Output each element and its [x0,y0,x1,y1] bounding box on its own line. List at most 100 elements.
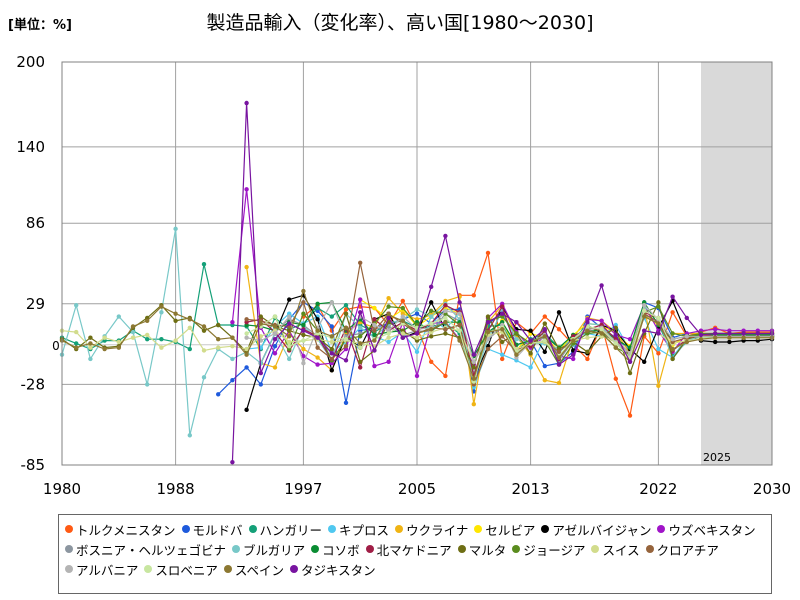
data-point [343,325,349,331]
legend-label: セルビア [485,522,536,538]
data-point [698,336,704,342]
data-point [230,319,235,325]
legend-marker [512,545,521,553]
data-point [230,459,235,465]
data-point [599,318,604,323]
data-point [88,335,93,340]
data-point [358,260,363,265]
data-point [258,314,263,319]
data-point [287,334,292,339]
data-point [670,331,675,336]
data-point [201,324,207,329]
data-point [670,310,675,315]
data-point [556,327,562,332]
data-point [443,303,448,308]
data-point [727,335,732,340]
legend-label: キプロス [339,522,390,538]
forecast-label: 2025 [703,451,731,464]
data-point [272,324,278,329]
legend-item: ウクライナ [395,519,468,539]
data-point [400,335,405,340]
data-point [301,338,306,343]
data-point [358,297,363,302]
data-point [585,356,590,362]
data-point [386,359,391,364]
legend-item: 北マケドニア [365,539,452,559]
data-point [429,314,434,319]
data-point [358,359,363,364]
legend-item: トルクメニスタン [65,519,176,539]
data-point [642,308,647,314]
x-tick-label: 2013 [512,480,550,498]
data-point [684,334,689,339]
data-point [343,358,349,363]
data-point [642,314,647,319]
data-point [457,338,462,343]
plot-frame [61,61,773,466]
data-point [400,318,405,323]
legend-label: モルドバ [192,522,243,538]
data-point [500,304,505,309]
x-tick-label: 2005 [398,480,436,498]
data-point [485,329,491,335]
legend-item: モルドバ [181,519,243,539]
data-point [571,352,576,357]
data-point [471,401,476,407]
data-point [429,284,434,290]
data-point [244,335,249,340]
data-point [613,332,618,338]
data-point [457,311,462,316]
data-point [145,332,150,338]
data-point [414,331,420,336]
data-point [315,305,320,311]
unit-label: [単位：%] [8,18,72,33]
data-point [116,339,122,345]
data-point [244,187,249,192]
data-point [343,307,349,312]
data-point [372,332,377,338]
legend-item: スペイン [223,559,284,579]
data-point [727,339,732,345]
data-point [528,338,533,343]
data-point [741,335,746,340]
data-point [315,335,320,340]
legend-marker [645,545,654,553]
data-point [187,346,192,352]
legend-item: ハンガリー [248,519,322,539]
data-point [358,325,363,331]
data-point [642,359,647,364]
data-point [301,332,306,338]
data-point [542,334,547,339]
legend-label: ジョージア [523,542,586,558]
legend-marker [181,525,190,533]
data-point [443,308,448,314]
data-point [301,311,306,316]
data-point [272,336,278,342]
data-point [542,327,547,332]
data-point [386,339,391,345]
data-point [429,327,434,332]
data-point [159,310,164,315]
data-point [613,345,618,350]
data-point [571,356,576,362]
data-point [556,362,562,367]
legend-label: クロアチア [656,542,719,558]
data-point [429,308,434,314]
data-point [656,304,661,309]
data-point [400,305,405,311]
legend-item: キプロス [328,519,389,539]
data-point [642,328,647,333]
data-point [329,324,334,329]
data-point [500,339,505,345]
legend-marker [395,525,404,533]
data-point [443,233,448,239]
data-point [74,341,79,346]
data-point [230,335,235,340]
data-point [315,345,320,350]
y-tick-label: 29 [26,295,45,313]
data-point [201,375,207,380]
data-point [443,327,448,332]
data-point [102,335,107,340]
data-point [201,348,207,353]
data-point [400,314,405,319]
